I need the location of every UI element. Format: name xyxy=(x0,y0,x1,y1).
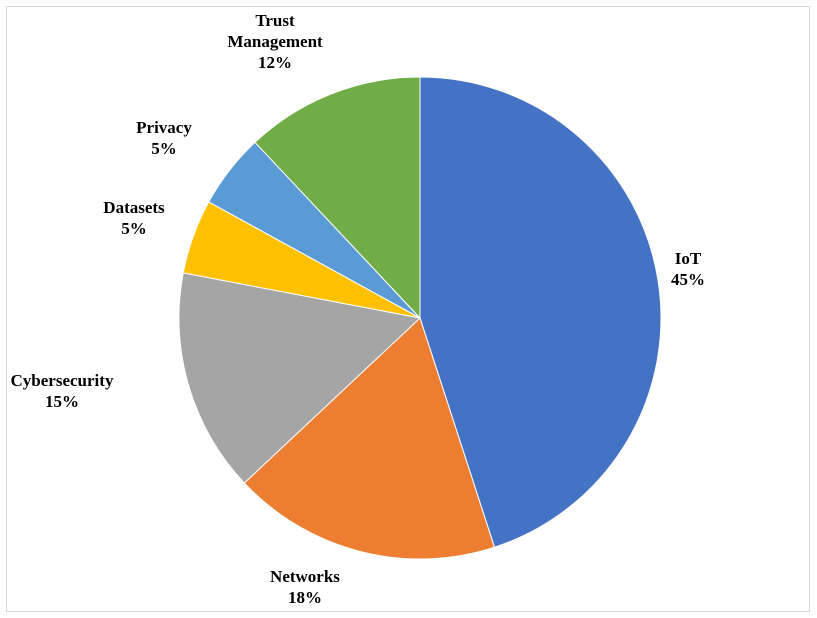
slice-label-datasets: Datasets 5% xyxy=(103,198,165,238)
slice-label-cybersecurity: Cybersecurity 15% xyxy=(11,371,114,411)
slice-category-text: Privacy xyxy=(136,118,192,137)
slice-category-text: Trust xyxy=(255,11,295,30)
slice-label-privacy: Privacy 5% xyxy=(136,118,192,158)
slice-label-trust-management: Trust Management 12% xyxy=(227,11,323,72)
slice-percent-text: 12% xyxy=(258,53,292,72)
pie-slice-cybersecurity xyxy=(178,272,422,484)
slice-category-text: Datasets xyxy=(103,198,165,217)
slice-label-iot: IoT 45% xyxy=(671,249,705,289)
pie-slice-iot xyxy=(419,76,662,548)
pie-slices xyxy=(178,76,662,560)
pie-labels: IoT 45% Networks 18% Cybersecurity 15% Dataset… xyxy=(11,11,705,607)
slice-category-text: Networks xyxy=(270,567,340,586)
slice-category-text: IoT xyxy=(675,249,702,268)
slice-category-text: Cybersecurity xyxy=(11,371,114,390)
slice-percent-text: 45% xyxy=(671,270,705,289)
slice-percent-text: 18% xyxy=(288,588,322,607)
slice-percent-text: 5% xyxy=(121,219,147,238)
slice-label-networks: Networks 18% xyxy=(270,567,340,607)
slice-percent-text: 5% xyxy=(151,139,177,158)
slice-percent-text: 15% xyxy=(45,392,79,411)
slice-category-text: Management xyxy=(227,32,323,51)
pie-slice-networks xyxy=(243,317,496,560)
pie-slice-trust-management xyxy=(254,76,421,320)
